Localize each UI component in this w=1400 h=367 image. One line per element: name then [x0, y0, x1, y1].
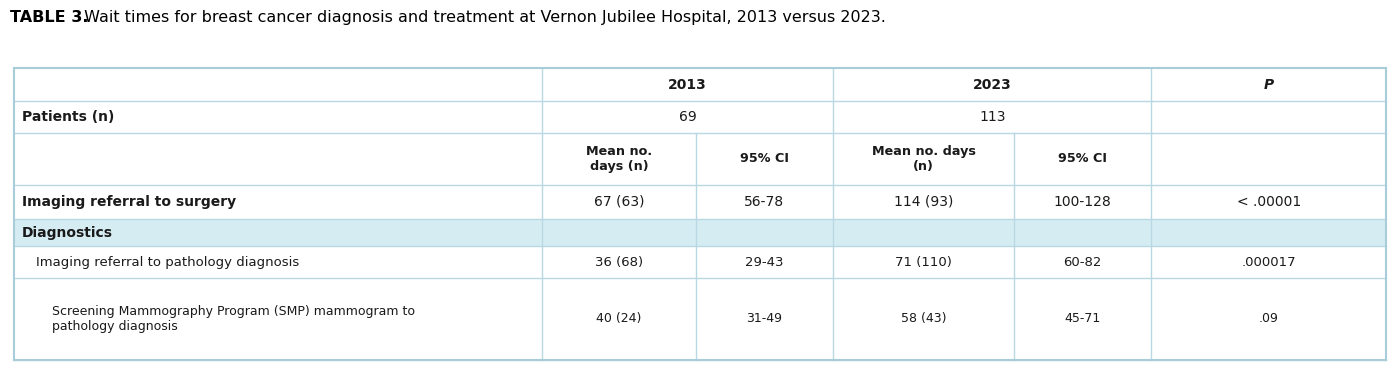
Text: P: P: [1264, 78, 1274, 92]
Polygon shape: [14, 68, 1386, 101]
Text: 36 (68): 36 (68): [595, 256, 643, 269]
Text: Mean no. days
(n): Mean no. days (n): [872, 145, 976, 173]
Text: 71 (110): 71 (110): [895, 256, 952, 269]
Text: TABLE 3.: TABLE 3.: [10, 10, 88, 25]
Text: Wait times for breast cancer diagnosis and treatment at Vernon Jubilee Hospital,: Wait times for breast cancer diagnosis a…: [78, 10, 886, 25]
Polygon shape: [14, 278, 1386, 360]
Text: Imaging referral to surgery: Imaging referral to surgery: [22, 195, 237, 209]
Text: 2023: 2023: [973, 78, 1012, 92]
Text: < .00001: < .00001: [1236, 195, 1301, 209]
Polygon shape: [14, 68, 1386, 360]
Text: 113: 113: [979, 110, 1005, 124]
Text: 40 (24): 40 (24): [596, 312, 641, 326]
Text: 58 (43): 58 (43): [900, 312, 946, 326]
Text: Screening Mammography Program (SMP) mammogram to
pathology diagnosis: Screening Mammography Program (SMP) mamm…: [52, 305, 414, 333]
Text: 45-71: 45-71: [1064, 312, 1100, 326]
Text: .000017: .000017: [1242, 256, 1296, 269]
Text: 95% CI: 95% CI: [741, 152, 790, 165]
Text: .09: .09: [1259, 312, 1278, 326]
Text: 67 (63): 67 (63): [594, 195, 644, 209]
Text: 60-82: 60-82: [1064, 256, 1102, 269]
Text: 56-78: 56-78: [745, 195, 784, 209]
Text: 2013: 2013: [668, 78, 707, 92]
Text: Patients (n): Patients (n): [22, 110, 115, 124]
Polygon shape: [14, 246, 1386, 278]
Text: 31-49: 31-49: [746, 312, 783, 326]
Text: Imaging referral to pathology diagnosis: Imaging referral to pathology diagnosis: [36, 256, 300, 269]
Text: Mean no.
days (n): Mean no. days (n): [587, 145, 652, 173]
Polygon shape: [14, 185, 1386, 219]
Text: Diagnostics: Diagnostics: [22, 226, 113, 240]
Text: 114 (93): 114 (93): [895, 195, 953, 209]
Polygon shape: [14, 101, 1386, 133]
Polygon shape: [14, 133, 1386, 185]
Text: 95% CI: 95% CI: [1058, 152, 1107, 165]
Text: 100-128: 100-128: [1054, 195, 1112, 209]
Text: 29-43: 29-43: [745, 256, 784, 269]
Text: 69: 69: [679, 110, 697, 124]
